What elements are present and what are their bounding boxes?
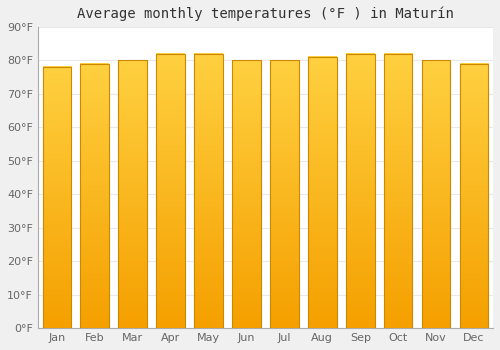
Bar — [270, 60, 298, 328]
Title: Average monthly temperatures (°F ) in Maturín: Average monthly temperatures (°F ) in Ma… — [77, 7, 454, 21]
Bar — [118, 60, 147, 328]
Bar — [422, 60, 450, 328]
Bar — [346, 54, 374, 328]
Bar — [42, 67, 71, 328]
Bar — [384, 54, 412, 328]
Bar — [80, 64, 109, 328]
Bar — [232, 60, 260, 328]
Bar — [460, 64, 488, 328]
Bar — [156, 54, 185, 328]
Bar — [194, 54, 223, 328]
Bar — [308, 57, 336, 328]
